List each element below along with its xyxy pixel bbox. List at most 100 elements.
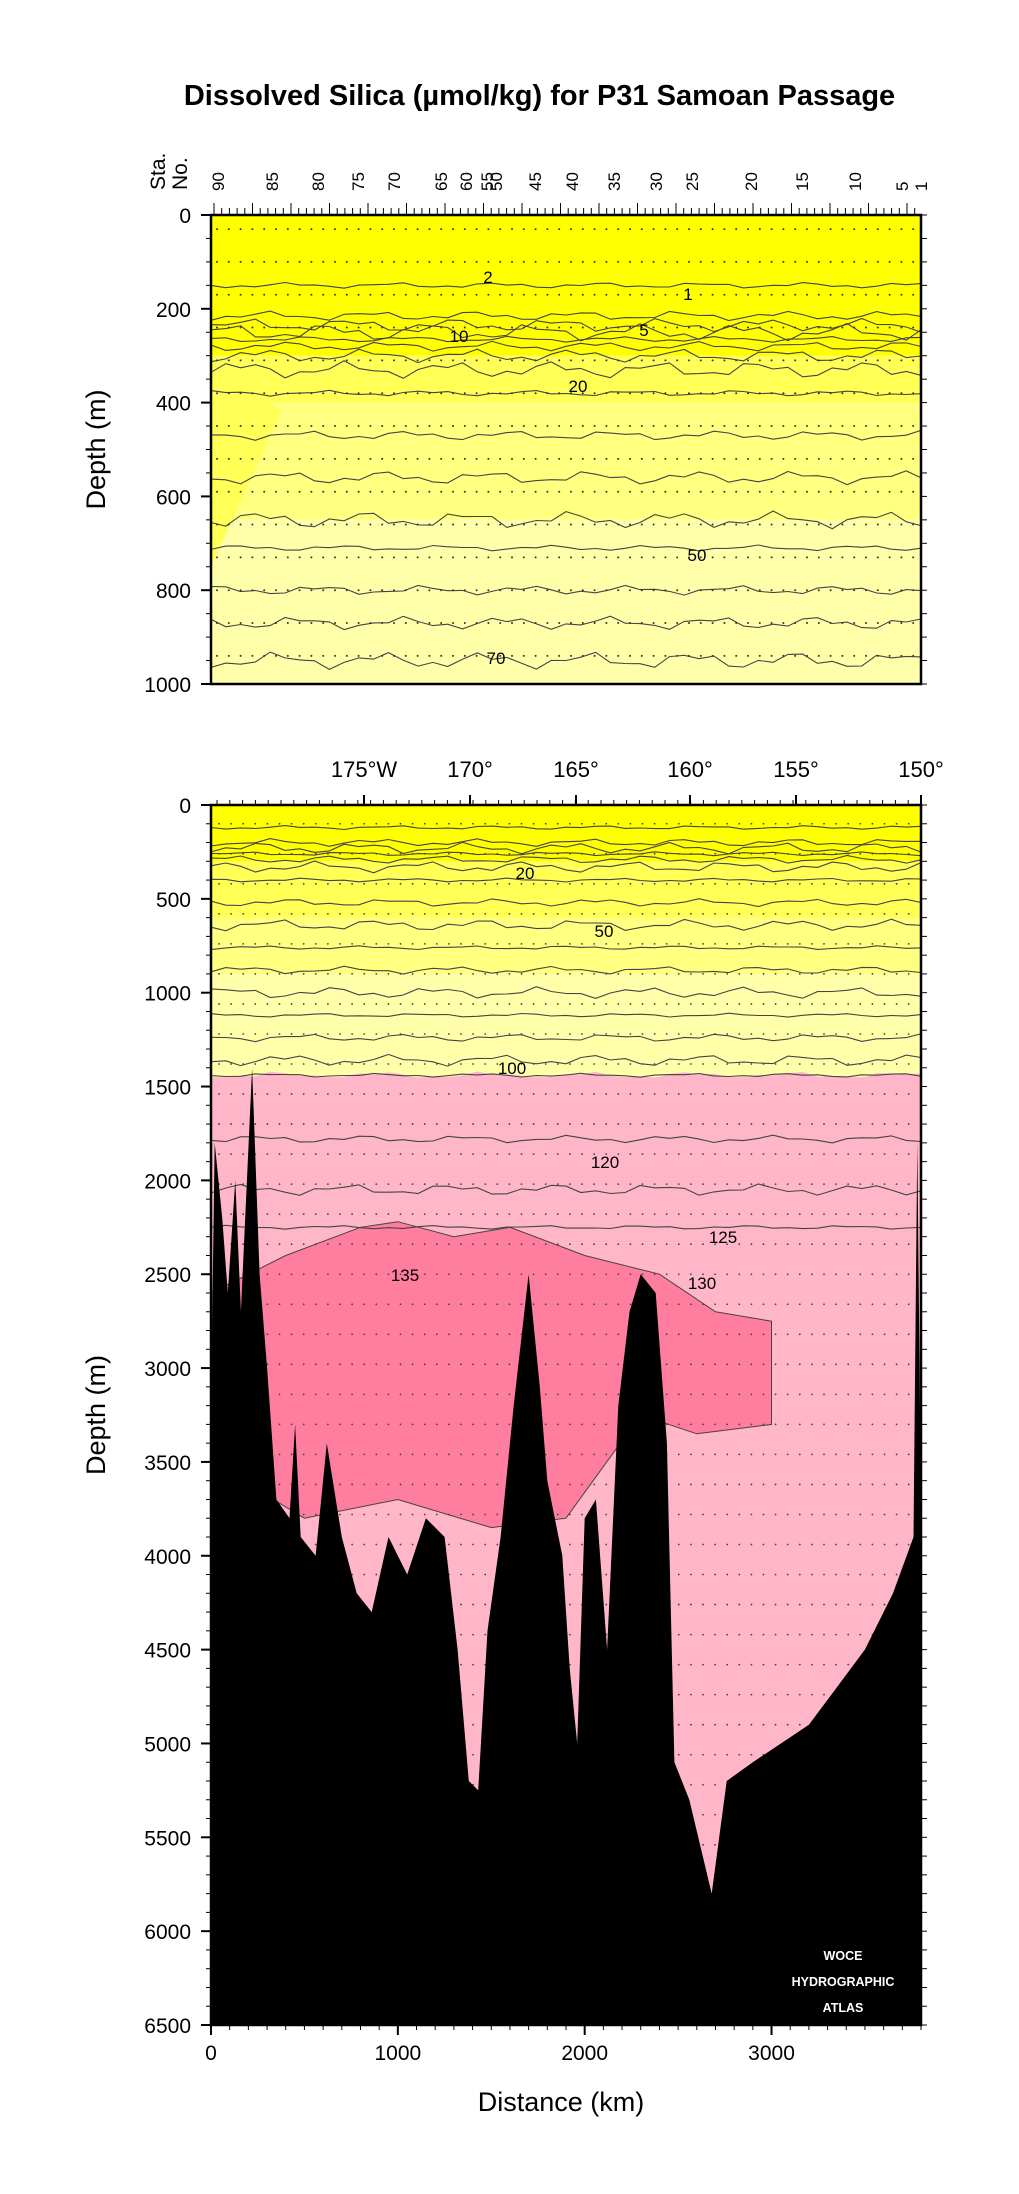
lower-sample-dot <box>774 1153 777 1156</box>
lower-sample-dot <box>411 1513 414 1516</box>
station-tick-label: 80 <box>309 172 328 191</box>
upper-sample-dot <box>522 260 525 263</box>
lower-sample-dot <box>859 1603 862 1606</box>
lower-sample-dot <box>375 1243 378 1246</box>
upper-sample-dot <box>511 589 513 592</box>
lower-sample-dot <box>859 912 862 915</box>
lower-sample-dot <box>605 1573 608 1576</box>
upper-sample-dot <box>440 457 443 460</box>
upper-sample-dot <box>593 260 596 263</box>
lower-sample-dot <box>387 1123 390 1125</box>
lower-sample-dot <box>448 1453 450 1456</box>
lower-sample-dot <box>484 1483 487 1486</box>
lower-sample-dot <box>302 822 305 825</box>
upper-sample-dot <box>239 359 242 362</box>
lower-sample-dot <box>641 822 644 825</box>
lower-sample-dot <box>375 973 378 975</box>
lower-sample-dot <box>738 1363 741 1366</box>
lower-sample-dot <box>750 1423 753 1426</box>
upper-sample-dot <box>263 359 266 362</box>
lower-y-tick-label: 500 <box>156 889 191 912</box>
upper-sample-dot <box>428 425 431 428</box>
upper-sample-dot <box>393 490 395 493</box>
lower-sample-dot <box>895 1483 898 1486</box>
upper-sample-dot <box>570 523 572 526</box>
upper-sample-dot <box>263 523 266 526</box>
lower-sample-dot <box>484 1633 487 1636</box>
lower-sample-dot <box>798 1393 801 1396</box>
upper-contour-line <box>210 651 922 671</box>
lower-sample-dot <box>435 1183 438 1186</box>
upper-sample-dot <box>440 425 443 428</box>
lower-sample-dot <box>702 1333 704 1336</box>
upper-sample-dot <box>334 490 336 493</box>
upper-sample-dot <box>534 392 537 395</box>
lower-sample-dot <box>677 1513 680 1516</box>
upper-sample-dot <box>853 260 856 263</box>
lower-sample-dot <box>714 973 716 975</box>
lower-y-tick-label: 5000 <box>144 1733 191 1756</box>
lower-sample-dot <box>665 1093 668 1095</box>
upper-sample-dot <box>440 490 443 493</box>
upper-sample-dot <box>888 260 891 263</box>
upper-sample-dot <box>664 392 667 395</box>
upper-sample-dot <box>865 589 867 592</box>
lower-sample-dot <box>738 1633 741 1636</box>
upper-sample-dot <box>334 556 336 559</box>
lower-sample-dot <box>665 1123 668 1125</box>
lower-sample-dot <box>677 822 680 825</box>
lower-sample-dot <box>714 1423 716 1426</box>
lower-sample-dot <box>290 1363 293 1366</box>
upper-sample-dot <box>876 359 879 362</box>
lower-sample-dot <box>677 1243 680 1246</box>
lower-sample-dot <box>593 852 595 855</box>
upper-sample-dot <box>381 326 384 329</box>
upper-sample-dot <box>393 457 395 460</box>
upper-sample-dot <box>310 359 313 362</box>
upper-sample-dot <box>617 260 620 263</box>
lower-sample-dot <box>472 882 474 885</box>
upper-sample-dot <box>770 228 773 231</box>
lower-sample-dot <box>339 1153 341 1156</box>
upper-sample-dot <box>735 589 738 592</box>
lower-sample-dot <box>907 1303 910 1306</box>
lower-sample-dot <box>798 822 801 825</box>
upper-sample-dot <box>275 392 277 395</box>
upper-sample-dot <box>546 392 549 395</box>
lower-sample-dot <box>423 822 426 825</box>
upper-sample-dot <box>534 293 537 296</box>
lower-sample-dot <box>266 852 269 855</box>
upper-contour-line <box>210 340 922 352</box>
lower-sample-dot <box>605 1333 608 1336</box>
upper-sample-dot <box>876 326 879 329</box>
upper-sample-dot <box>487 425 490 428</box>
upper-sample-dot <box>723 293 726 296</box>
upper-sample-dot <box>617 589 620 592</box>
lower-sample-dot <box>605 852 608 855</box>
upper-sample-dot <box>699 326 702 329</box>
lower-sample-dot <box>242 1003 245 1005</box>
upper-sample-dot <box>593 556 596 559</box>
lower-sample-dot <box>714 1393 716 1396</box>
lower-sample-dot <box>423 1453 426 1456</box>
lower-sample-dot <box>363 1483 366 1486</box>
upper-sample-dot <box>463 622 466 625</box>
lower-sample-dot <box>907 1333 910 1336</box>
lower-sample-dot <box>738 1543 741 1546</box>
lower-sample-dot <box>544 1213 547 1216</box>
upper-contour-line <box>210 322 922 342</box>
lower-sample-dot <box>266 1183 269 1186</box>
lower-sample-dot <box>883 1243 886 1246</box>
upper-sample-dot <box>475 326 478 329</box>
lower-sample-dot <box>617 1063 620 1065</box>
lower-sample-dot <box>254 1033 257 1035</box>
upper-sample-dot <box>511 490 513 493</box>
upper-sample-dot <box>806 589 808 592</box>
lower-sample-dot <box>907 973 910 975</box>
lower-sample-dot <box>302 912 305 915</box>
lower-sample-dot <box>786 1363 789 1366</box>
upper-sample-dot <box>794 589 797 592</box>
lower-sample-dot <box>302 1153 305 1156</box>
lower-sample-dot <box>690 1603 692 1606</box>
lower-sample-dot <box>677 1303 680 1306</box>
